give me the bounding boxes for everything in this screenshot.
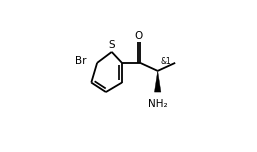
Text: O: O [135, 31, 143, 41]
Text: &1: &1 [161, 57, 171, 66]
Text: Br: Br [75, 56, 86, 66]
Text: S: S [108, 40, 115, 50]
Text: NH₂: NH₂ [148, 99, 168, 109]
Polygon shape [154, 71, 161, 92]
